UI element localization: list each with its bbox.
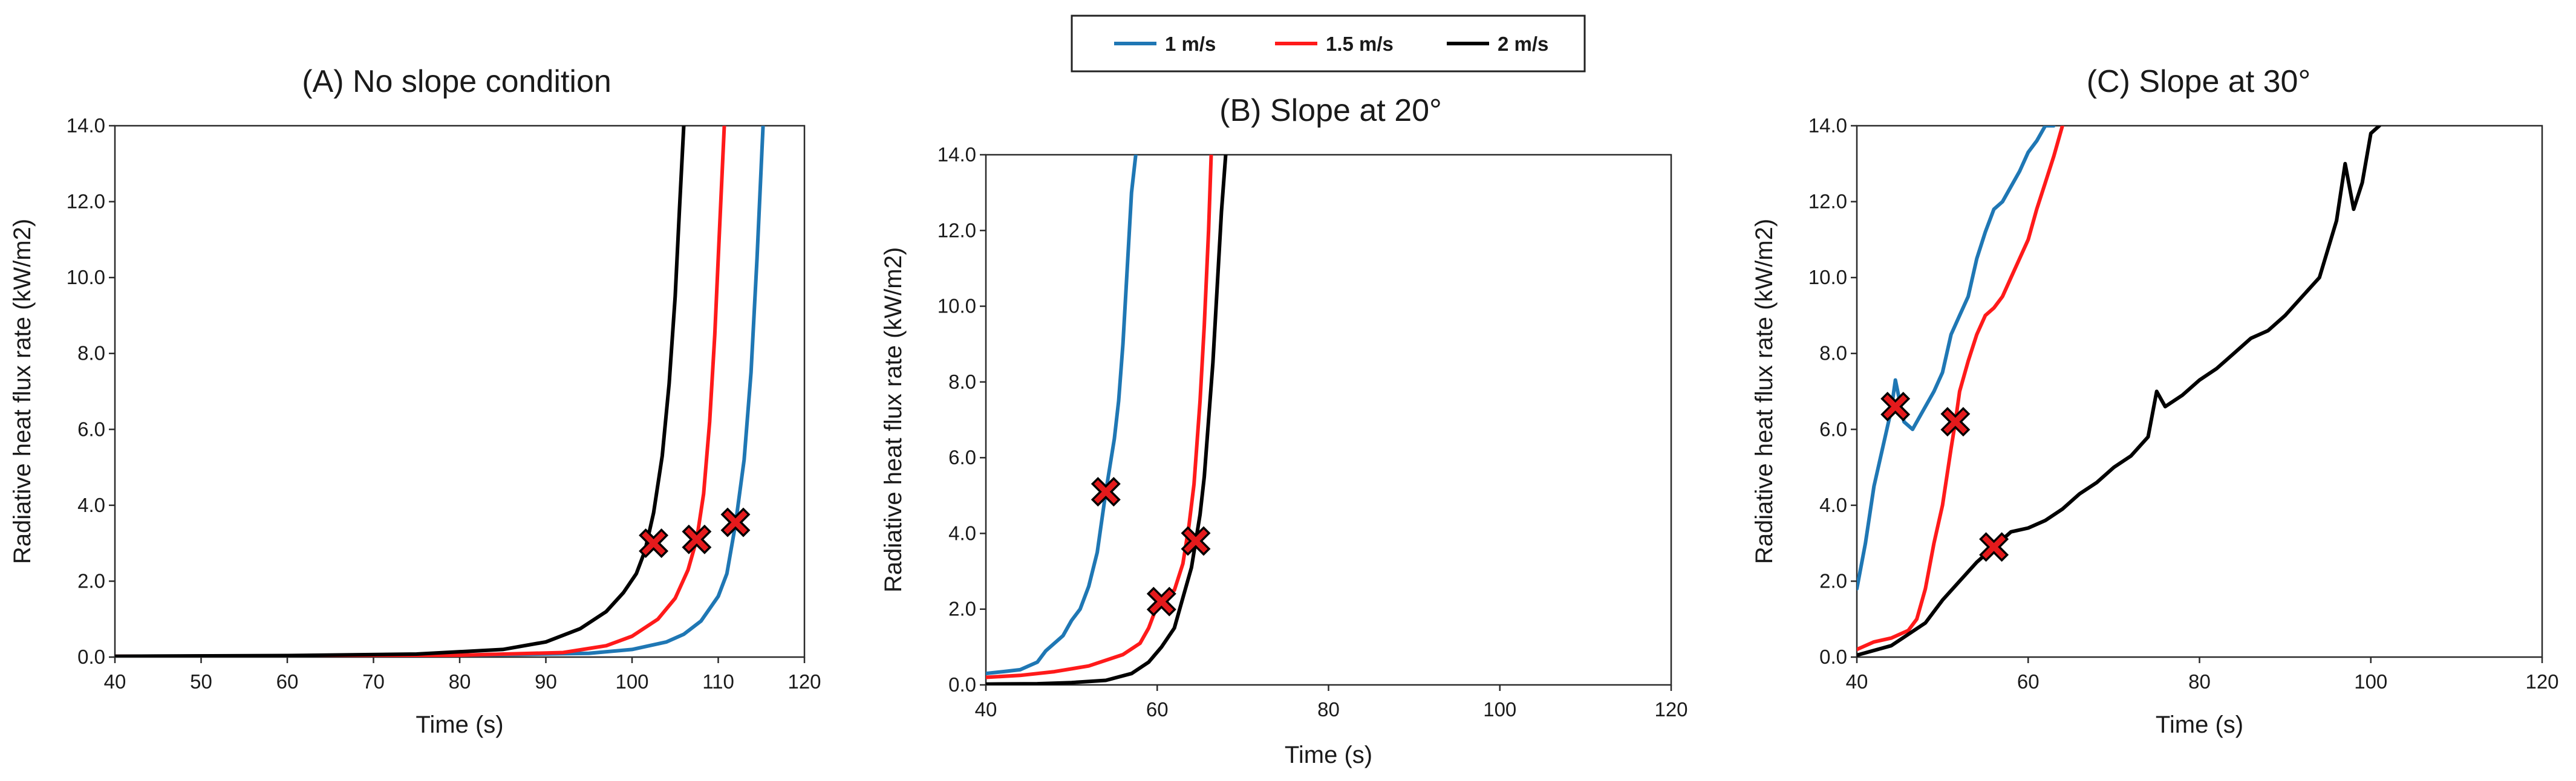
y-axis-label: Radiative heat flux rate (kW/m2) xyxy=(880,247,907,592)
chart-title: (C) Slope at 30° xyxy=(2087,64,2311,99)
y-tick-label: 2.0 xyxy=(948,598,976,620)
ignition-marker xyxy=(1979,532,2009,562)
series-line-1-5msms xyxy=(115,126,726,657)
y-tick-label: 4.0 xyxy=(1819,494,1847,516)
x-tick-label: 100 xyxy=(1483,698,1516,721)
ignition-marker xyxy=(682,524,712,554)
x-tick-label: 60 xyxy=(2017,670,2040,693)
x-tick-label: 40 xyxy=(975,698,997,721)
chart-panel-a: (A) No slope condition 40 50 60 70 80 90 100 11… xyxy=(9,64,821,738)
series-line-1-5msms xyxy=(1857,126,2064,652)
chart-title: (A) No slope condition xyxy=(302,64,611,99)
ignition-marker xyxy=(1146,586,1176,617)
x-tick-label: 70 xyxy=(362,670,385,693)
series-line-2msms xyxy=(986,155,1228,685)
x-tick-label: 40 xyxy=(1846,670,1868,693)
x-tick-label: 120 xyxy=(2525,670,2558,693)
y-tick-label: 4.0 xyxy=(948,522,976,544)
x-tick-label: 120 xyxy=(787,670,821,693)
y-tick-label: 2.0 xyxy=(77,569,105,592)
y-tick-label: 0.0 xyxy=(948,673,976,696)
x-tick-label: 120 xyxy=(1654,698,1687,721)
legend-label-2: 1.5 m/s xyxy=(1326,33,1394,55)
x-tick-label: 80 xyxy=(1317,698,1340,721)
x-tick-label: 90 xyxy=(535,670,557,693)
x-tick-label: 80 xyxy=(449,670,471,693)
series-group xyxy=(115,126,765,657)
x-tick-label: 60 xyxy=(276,670,299,693)
series-line-2msms xyxy=(115,126,686,657)
y-tick-label: 14.0 xyxy=(937,143,976,166)
x-tick-label: 40 xyxy=(104,670,126,693)
plot-frame xyxy=(985,154,1672,686)
chart-panel-c: (C) Slope at 30° 40 60 80 100 120 0.0 2.0 4.0 6.… xyxy=(1751,64,2559,738)
x-tick-label: 110 xyxy=(702,670,734,693)
x-tick-label: 80 xyxy=(2188,670,2211,693)
x-axis-label: Time (s) xyxy=(416,711,503,738)
x-axis-label: Time (s) xyxy=(1285,742,1372,768)
ignition-marker xyxy=(1880,392,1911,422)
y-tick-label: 12.0 xyxy=(937,219,976,241)
chart-panel-b: (B) Slope at 20° 40 60 80 100 120 0.0 2.0 4.0 6.… xyxy=(880,93,1688,768)
y-tick-label: 6.0 xyxy=(948,446,976,468)
ignition-marker xyxy=(720,507,751,537)
y-tick-label: 2.0 xyxy=(1819,569,1847,592)
y-tick-label: 0.0 xyxy=(1819,646,1847,668)
y-tick-label: 12.0 xyxy=(67,190,105,213)
plot-frame xyxy=(114,125,806,658)
series-line-1msms xyxy=(986,155,1138,676)
legend-label-1: 1 m/s xyxy=(1165,33,1216,55)
ignition-marker xyxy=(1181,526,1211,556)
y-tick-label: 10.0 xyxy=(67,266,105,288)
y-tick-label: 8.0 xyxy=(948,371,976,393)
chart-title: (B) Slope at 20° xyxy=(1219,93,1442,128)
x-axis-label: Time (s) xyxy=(2156,711,2243,738)
y-tick-label: 0.0 xyxy=(77,646,105,668)
y-tick-label: 14.0 xyxy=(1808,114,1847,137)
y-tick-label: 14.0 xyxy=(67,114,105,137)
y-tick-label: 12.0 xyxy=(1808,190,1847,213)
y-tick-label: 6.0 xyxy=(1819,418,1847,440)
y-tick-label: 10.0 xyxy=(1808,266,1847,288)
y-axis-label: Radiative heat flux rate (kW/m2) xyxy=(9,219,36,564)
ignition-marker xyxy=(1940,407,1971,437)
x-tick-label: 60 xyxy=(1146,698,1169,721)
y-tick-label: 6.0 xyxy=(77,418,105,440)
legend-label-3: 2 m/s xyxy=(1498,33,1548,55)
x-tick-label: 100 xyxy=(615,670,648,693)
y-tick-label: 8.0 xyxy=(77,342,105,365)
y-axis-label: Radiative heat flux rate (kW/m2) xyxy=(1751,219,1778,564)
legend: 1 m/s 1.5 m/s 2 m/s xyxy=(1071,15,1586,73)
y-tick-label: 4.0 xyxy=(77,494,105,516)
y-tick-label: 8.0 xyxy=(1819,342,1847,365)
x-tick-label: 100 xyxy=(2354,670,2387,693)
legend-box xyxy=(1071,15,1586,73)
ignition-marker xyxy=(639,528,669,559)
ignition-marker xyxy=(1091,477,1121,507)
x-tick-label: 50 xyxy=(190,670,212,693)
y-tick-label: 10.0 xyxy=(937,295,976,317)
